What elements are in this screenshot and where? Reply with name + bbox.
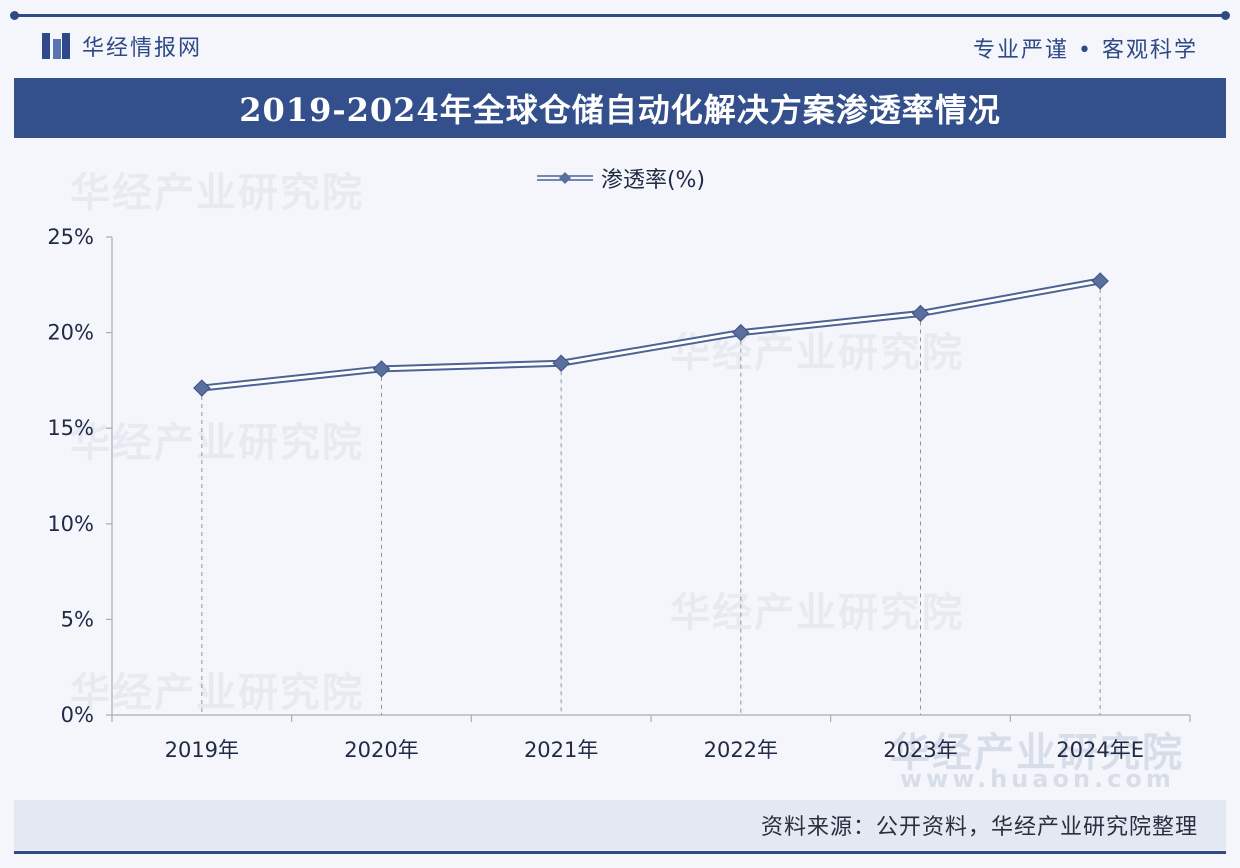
x-tick-label: 2022年 xyxy=(704,738,778,762)
source-note: 资料来源：公开资料，华经产业研究院整理 xyxy=(760,815,1198,840)
legend: 渗透率(%) xyxy=(0,162,1240,194)
x-tick-label: 2020年 xyxy=(344,738,418,762)
series-line-inner xyxy=(200,279,1102,390)
y-tick-label: 15% xyxy=(47,416,94,440)
y-tick-label: 0% xyxy=(61,703,94,727)
y-tick-label: 25% xyxy=(47,225,94,249)
y-tick-label: 10% xyxy=(47,512,94,536)
bottom-rule xyxy=(14,851,1226,854)
x-tick-label: 2024年E xyxy=(1056,738,1144,762)
title-bar: 2019-2024年全球仓储自动化解决方案渗透率情况 xyxy=(14,78,1226,138)
data-point xyxy=(1091,272,1109,290)
brand: 华经情报网 xyxy=(42,30,202,62)
brand-logo-icon xyxy=(42,33,70,59)
x-tick-label: 2021年 xyxy=(524,738,598,762)
x-tick-label: 2023年 xyxy=(883,738,957,762)
data-point xyxy=(732,323,750,342)
chart-title: 2019-2024年全球仓储自动化解决方案渗透率情况 xyxy=(239,91,1001,129)
legend-label: 渗透率(%) xyxy=(600,168,706,193)
motto: 专业严谨 • 客观科学 xyxy=(973,38,1198,63)
series-line xyxy=(198,277,1104,392)
data-point xyxy=(372,360,391,378)
y-tick-label: 20% xyxy=(47,321,94,345)
data-point xyxy=(193,379,211,397)
x-tick-label: 2019年 xyxy=(165,738,239,762)
brand-name: 华经情报网 xyxy=(82,36,203,61)
legend-marker-icon xyxy=(536,172,593,184)
source-bar: 资料来源：公开资料，华经产业研究院整理 xyxy=(14,800,1226,850)
data-point xyxy=(552,354,570,372)
top-rule xyxy=(10,11,1230,20)
data-point xyxy=(911,304,930,323)
y-tick-label: 5% xyxy=(61,607,94,631)
